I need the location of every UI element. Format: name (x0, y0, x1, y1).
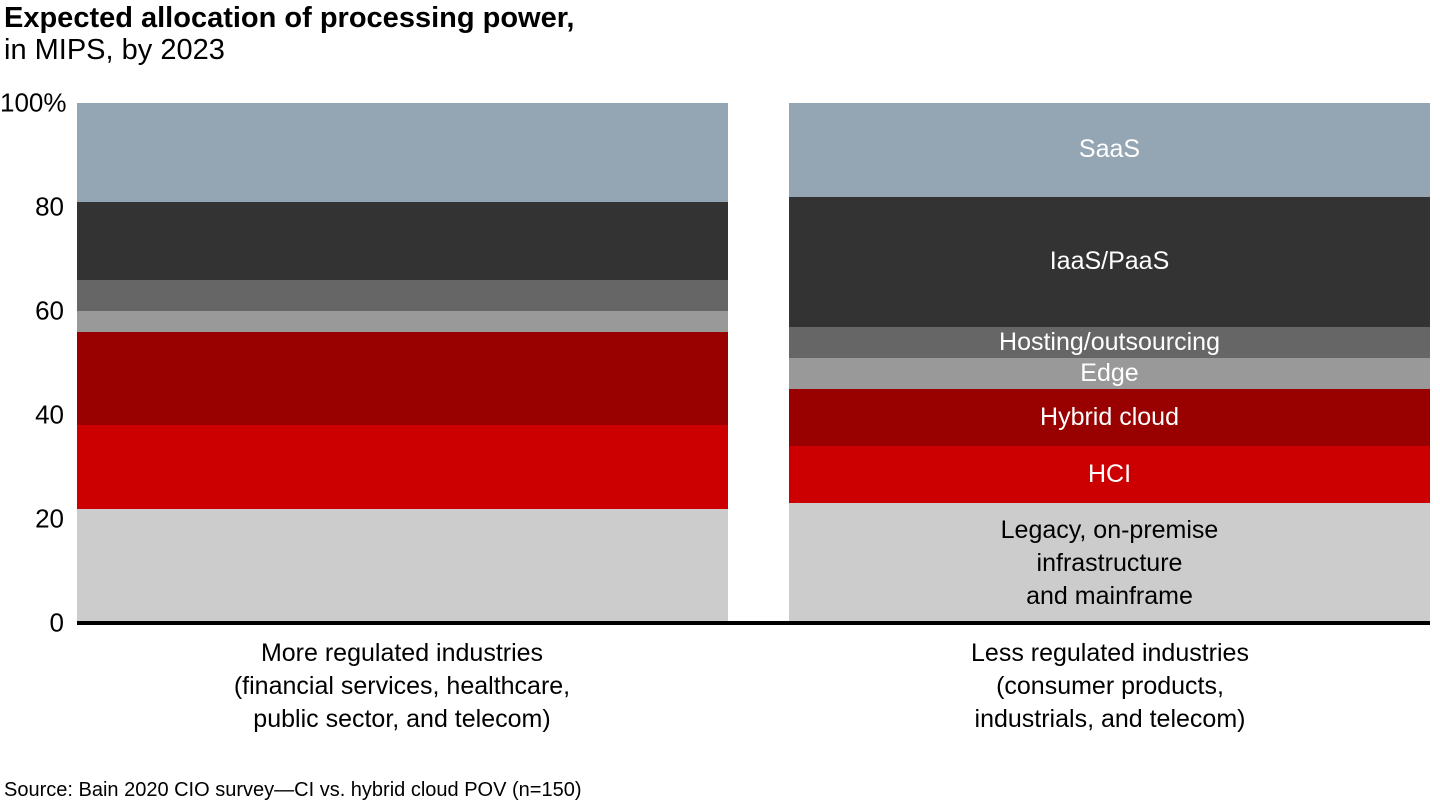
y-tick-20: 20 (35, 503, 64, 534)
x-axis-line (77, 621, 1430, 625)
chart-title-block: Expected allocation of processing power,… (4, 2, 574, 66)
stacked-bar-more-regulated (77, 103, 728, 623)
stacked-bar-less-regulated: SaaS IaaS/PaaS Hosting/outsourcing Edge Hybr… (789, 103, 1430, 623)
segment-label: HCI (1087, 460, 1132, 489)
source-note: Source: Bain 2020 CIO survey—CI vs. hybr… (4, 779, 582, 801)
segment-hci-more-regulated (77, 425, 728, 509)
segment-saas-less-regulated: SaaS (789, 103, 1430, 197)
x-label-line: (consumer products, (996, 672, 1224, 700)
segment-legacy-on-premise-infrastructure-and-mainframe-more-regulated (77, 508, 728, 623)
segment-edge-more-regulated (77, 310, 728, 332)
y-tick-100: 100% (0, 87, 67, 118)
segment-hybrid-cloud-more-regulated (77, 331, 728, 426)
y-tick-0: 0 (49, 607, 64, 638)
segment-label: infrastructure (1036, 548, 1183, 577)
y-tick-80: 80 (35, 191, 64, 222)
y-tick-60: 60 (35, 295, 64, 326)
x-label-line: industrials, and telecom) (974, 705, 1246, 733)
x-label-more-regulated: More regulated industries (financial ser… (142, 637, 662, 736)
segment-label: IaaS/PaaS (1049, 247, 1170, 276)
x-label-line: (financial services, healthcare, (233, 672, 571, 700)
x-label-less-regulated: Less regulated industries (consumer prod… (850, 637, 1370, 736)
segment-hosting-outsourcing-less-regulated: Hosting/outsourcing (789, 326, 1430, 358)
segment-hosting-outsourcing-more-regulated (77, 279, 728, 311)
segment-label: Edge (1080, 358, 1139, 387)
chart-subtitle: in MIPS, by 2023 (4, 34, 225, 66)
segment-hci-less-regulated: HCI (789, 446, 1430, 504)
y-tick-40: 40 (35, 399, 64, 430)
segment-label: Hybrid cloud (1040, 403, 1179, 432)
segment-iaas-paas-more-regulated (77, 201, 728, 280)
segment-iaas-paas-less-regulated: IaaS/PaaS (789, 196, 1430, 327)
segment-hybrid-cloud-less-regulated: Hybrid cloud (789, 388, 1430, 447)
x-label-line: public sector, and telecom) (253, 705, 551, 733)
x-label-line: More regulated industries (260, 639, 544, 667)
segment-saas-more-regulated (77, 103, 728, 202)
chart-title: Expected allocation of processing power, (4, 2, 575, 34)
segment-legacy-on-premise-infrastructure-and-mainframe-less-regulated: Legacy, on-premise infrastructure and main… (789, 503, 1430, 623)
x-label-line: Less regulated industries (971, 639, 1249, 667)
segment-label: and mainframe (1026, 581, 1193, 610)
segment-label: SaaS (1078, 135, 1141, 164)
segment-label: Hosting/outsourcing (999, 327, 1220, 356)
segment-edge-less-regulated: Edge (789, 357, 1430, 389)
segment-label: Legacy, on-premise (1000, 515, 1219, 544)
